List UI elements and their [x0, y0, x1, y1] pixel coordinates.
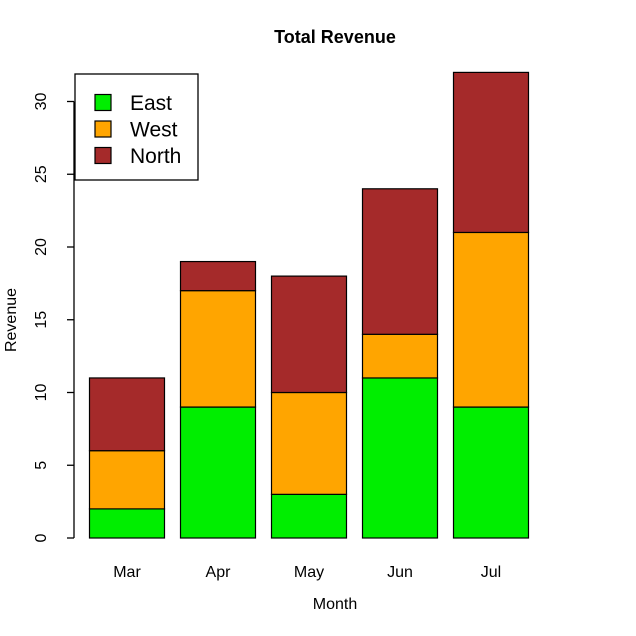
- bar-segment-east-may: [270, 493, 348, 539]
- x-category-label: May: [294, 564, 324, 581]
- legend-label-north: North: [130, 145, 181, 168]
- legend-swatch-west: [94, 120, 112, 138]
- legend-label-east: East: [130, 92, 172, 115]
- x-axis-labels: Mar Apr May Jun Jul: [113, 564, 501, 581]
- legend: East West North: [74, 73, 199, 181]
- x-category-label: Apr: [206, 564, 232, 581]
- x-category-label: Jul: [481, 564, 501, 581]
- bar-segment-north-apr: [179, 260, 257, 292]
- y-tick-label: 25: [33, 165, 50, 183]
- y-tick-label: 20: [33, 238, 50, 256]
- bar-segment-north-mar: [88, 377, 166, 452]
- bar-segment-east-apr: [179, 406, 257, 539]
- bar-segment-north-jul: [452, 71, 530, 234]
- bar-segment-east-jun: [361, 377, 439, 539]
- bar-segment-west-jul: [452, 231, 530, 408]
- x-axis-title: Month: [313, 596, 357, 613]
- legend-label-west: West: [130, 119, 178, 142]
- bar-segment-west-jun: [361, 333, 439, 379]
- y-tick-label: 15: [33, 311, 50, 329]
- bar-segment-west-apr: [179, 290, 257, 408]
- bar-segment-north-jun: [361, 188, 439, 335]
- legend-swatch-east: [94, 93, 112, 112]
- bar-segment-east-jul: [452, 406, 530, 539]
- legend-swatch-north: [94, 146, 112, 165]
- y-tick-label: 0: [33, 533, 50, 542]
- bar-segment-west-may: [270, 391, 348, 495]
- bars-group: [88, 71, 530, 539]
- y-tick-label: 10: [33, 384, 50, 402]
- y-tick-label: 5: [33, 461, 50, 470]
- y-axis-title: Revenue: [3, 288, 20, 352]
- bar-segment-west-mar: [88, 450, 166, 510]
- bar-segment-east-mar: [88, 508, 166, 539]
- y-axis: 0 5 10 15 20 25 30: [33, 93, 75, 542]
- x-category-label: Mar: [113, 564, 141, 581]
- y-tick-label: 30: [33, 93, 50, 111]
- chart-title: Total Revenue: [274, 27, 396, 47]
- bar-segment-north-may: [270, 275, 348, 394]
- x-category-label: Jun: [387, 564, 413, 581]
